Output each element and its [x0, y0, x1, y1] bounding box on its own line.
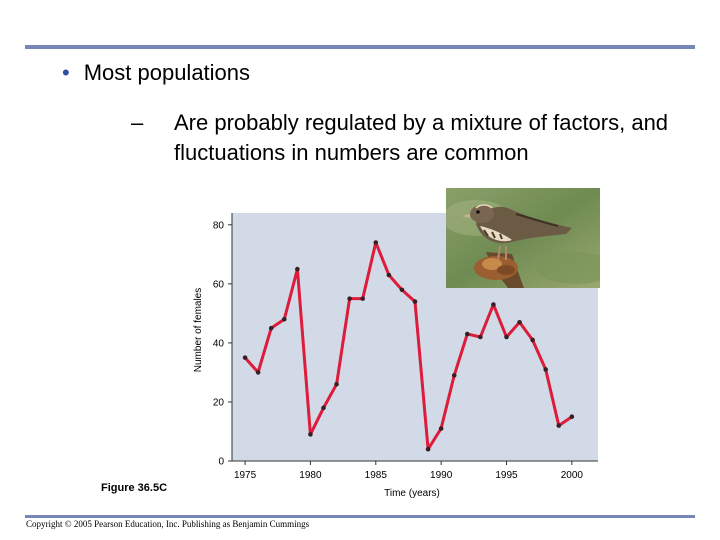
- data-point: [255, 370, 261, 375]
- data-point: [399, 287, 405, 293]
- data-point: [386, 272, 392, 278]
- y-tick-label: 0: [218, 457, 224, 468]
- data-point: [425, 446, 431, 452]
- data-point: [268, 325, 274, 331]
- x-tick-label: 1975: [234, 470, 257, 481]
- data-point: [530, 337, 535, 343]
- data-point: [451, 373, 457, 378]
- sub-bullet-dash: –: [131, 110, 144, 135]
- data-point: [569, 414, 575, 420]
- sub-bullet-text: Are probably regulated by a mixture of f…: [174, 110, 669, 165]
- data-point: [543, 367, 549, 372]
- x-ticks: 1975 1980 1985 1990 1995 2000: [234, 461, 583, 481]
- data-point: [321, 405, 326, 411]
- bottom-rule: [25, 515, 695, 518]
- x-tick-label: 2000: [561, 470, 584, 481]
- sparrow-photo: [446, 188, 600, 288]
- y-tick-label: 80: [213, 220, 225, 231]
- bullet-text: Most populations: [83, 60, 251, 85]
- data-point: [360, 296, 366, 301]
- y-tick-label: 20: [213, 397, 225, 408]
- y-ticks: 0 20 40 60 80: [213, 220, 232, 468]
- data-point: [295, 266, 300, 272]
- data-point: [308, 432, 313, 437]
- data-point: [478, 334, 483, 340]
- data-point: [504, 334, 509, 340]
- copyright-text: Copyright © 2005 Pearson Education, Inc.…: [26, 519, 310, 529]
- top-rule: [25, 45, 695, 49]
- y-tick-label: 60: [213, 279, 225, 290]
- data-point: [556, 423, 562, 428]
- y-axis-title: Number of females: [193, 288, 204, 372]
- data-point: [281, 316, 287, 322]
- data-points: [242, 240, 575, 452]
- data-point: [347, 296, 352, 301]
- data-point: [464, 331, 470, 337]
- data-point: [438, 426, 444, 431]
- x-tick-label: 1995: [495, 470, 518, 481]
- series-line: [243, 241, 573, 451]
- sparrow-icon: [446, 188, 600, 288]
- figure-label: Figure 36.5C: [101, 482, 168, 494]
- data-point: [242, 355, 248, 360]
- y-tick-label: 40: [213, 338, 225, 349]
- x-axis-title: Time (years): [384, 488, 440, 499]
- data-point: [373, 240, 379, 245]
- x-tick-label: 1980: [299, 470, 322, 481]
- data-point: [412, 299, 418, 304]
- data-point: [517, 319, 522, 325]
- bullet-dot-icon: •: [62, 60, 70, 85]
- x-tick-label: 1985: [365, 470, 388, 481]
- data-point: [334, 381, 339, 387]
- bullet-item: • Most populations: [62, 58, 250, 88]
- x-tick-label: 1990: [430, 470, 453, 481]
- data-point: [491, 302, 496, 307]
